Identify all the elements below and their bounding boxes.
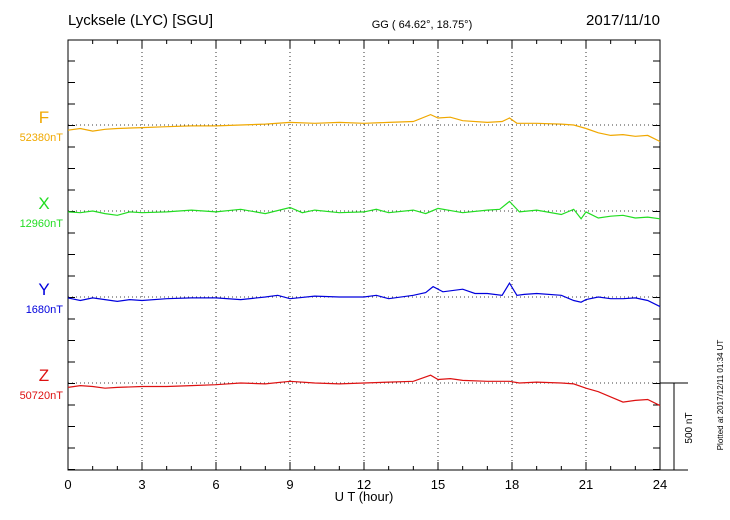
- x-tick-label: 3: [138, 477, 145, 492]
- coordinates-label: GG ( 64.62°, 18.75°): [372, 19, 473, 31]
- series-name-y: Y: [38, 280, 49, 299]
- x-tick-label: 12: [357, 477, 371, 492]
- series-baseline-x: 12960nT: [20, 218, 64, 230]
- x-tick-label: 21: [579, 477, 593, 492]
- x-tick-label: 6: [212, 477, 219, 492]
- scale-bar-label: 500 nT: [684, 412, 695, 443]
- x-tick-label: 18: [505, 477, 519, 492]
- x-tick-label: 24: [653, 477, 667, 492]
- series-baseline-z: 50720nT: [20, 390, 64, 402]
- x-axis-label: U T (hour): [335, 489, 394, 504]
- series-line-y: [67, 281, 661, 308]
- x-tick-label: 0: [64, 477, 71, 492]
- scale-bar: 500 nT: [660, 382, 695, 471]
- series-labels: F 52380nT X 12960nT Y 1680nT Z 50720nT: [20, 108, 64, 402]
- series-line-z: [67, 374, 661, 407]
- series-name-x: X: [38, 194, 49, 213]
- station-title: Lycksele (LYC) [SGU]: [68, 12, 213, 29]
- series-baseline-y: 1680nT: [26, 304, 64, 316]
- series-baseline-f: 52380nT: [20, 132, 64, 144]
- x-tick-label: 15: [431, 477, 445, 492]
- series-group: [67, 113, 661, 407]
- axis-ticks: 0 3 6 9 12 15 18 21 24: [64, 40, 667, 492]
- vertical-grid: [141, 40, 587, 470]
- x-tick-label: 9: [286, 477, 293, 492]
- series-name-z: Z: [39, 366, 49, 385]
- series-line-x: [67, 200, 661, 220]
- plotted-note: Plotted at 2017/12/11 01:34 UT: [716, 340, 725, 451]
- date-label: 2017/11/10: [586, 12, 660, 29]
- series-name-f: F: [39, 108, 49, 127]
- series-line-f: [67, 113, 661, 143]
